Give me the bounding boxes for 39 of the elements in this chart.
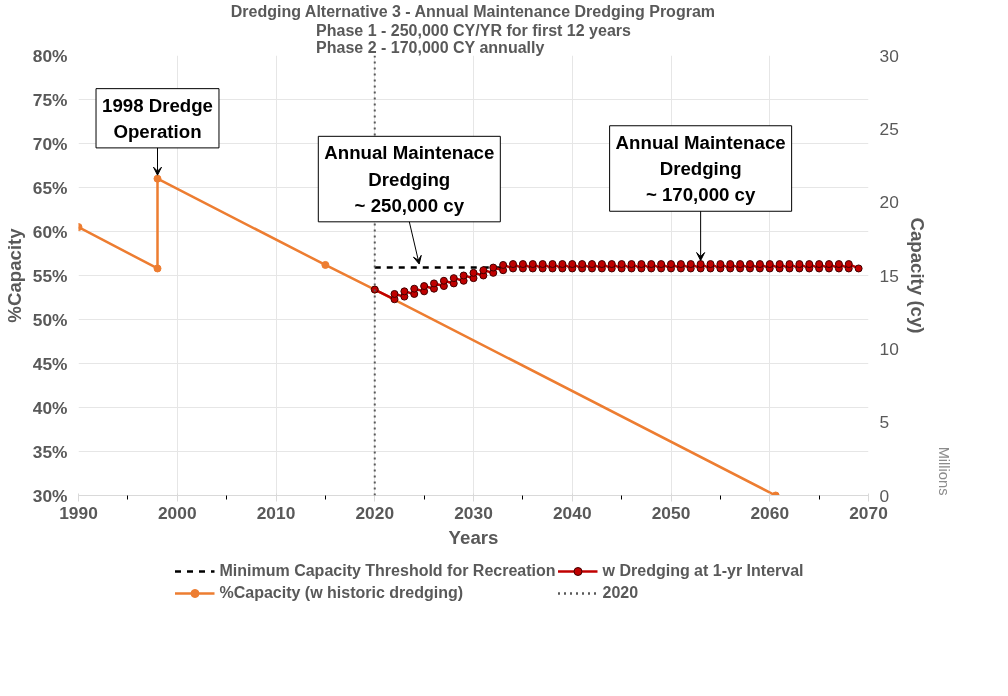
- point: [153, 174, 162, 183]
- chart-title: Dredging Alternative 3 - Annual Maintenance Dredging Program: [230, 2, 716, 20]
- y-tick-label: 80%: [32, 45, 68, 66]
- y2-tick-label: 5: [879, 412, 890, 433]
- x-axis-title: Years: [448, 526, 499, 548]
- annotation: Annual Maintenace Dredging ~ 250,000 cy: [324, 142, 495, 216]
- legend-label: 2020: [602, 584, 639, 602]
- x-tick-label: 2010: [256, 502, 296, 523]
- y2-tick-label: 10: [879, 338, 899, 359]
- point: [153, 264, 162, 273]
- y2-tick-label: 30: [879, 45, 899, 66]
- y2-tick-label: 15: [879, 265, 899, 286]
- x-tick-label: 2050: [651, 502, 691, 523]
- legend-label: Minimum Capacity Threshold for Recreation: [219, 562, 556, 580]
- legend-label: w Dredging at 1-yr Interval: [602, 562, 804, 580]
- y-tick-label: 35%: [32, 441, 68, 462]
- y-tick-label: 65%: [32, 177, 68, 198]
- y-tick-label: 70%: [32, 133, 68, 154]
- y-tick-label: 50%: [32, 309, 68, 330]
- x-tick-label: 2020: [355, 502, 395, 523]
- point: [321, 260, 330, 269]
- text: Millions: [935, 446, 952, 496]
- y2-axis-title: Capacity (cy): [906, 217, 928, 334]
- y-tick-label: 40%: [32, 397, 68, 418]
- y2-tick-label: 25: [879, 118, 899, 139]
- y-tick-label: 45%: [32, 353, 68, 374]
- annotation: 1998 Dredge Operation: [102, 94, 213, 142]
- y-tick-label: 60%: [32, 221, 68, 242]
- annotation: Annual Maintenace Dredging ~ 170,000 cy: [615, 131, 786, 206]
- y-axis-title: %Capacity: [3, 227, 25, 323]
- y-tick-label: 75%: [32, 89, 68, 110]
- x-tick-label: 2000: [157, 502, 197, 523]
- x-tick-label: 2060: [750, 502, 790, 523]
- y-tick-label: 55%: [32, 265, 68, 286]
- y2-tick-label: 20: [879, 192, 899, 213]
- x-tick-label: 2040: [552, 502, 592, 523]
- chart-subtitle: Phase 1 - 250,000 CY/YR for first 12 years Phase 2 - 170,000 CY annually: [316, 21, 632, 56]
- x-tick-label: 2030: [454, 502, 493, 523]
- legend-label: %Capacity (w historic dredging): [219, 584, 464, 602]
